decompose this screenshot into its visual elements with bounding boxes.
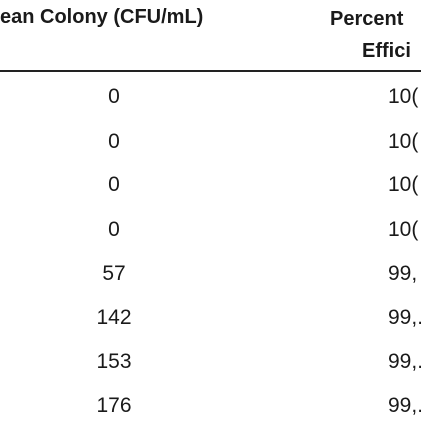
header-efficiency: Effici [362,40,411,62]
table-row-5-colony: 57 [102,262,126,285]
table-row-3-percent: 10( [388,173,419,196]
table-row-6-percent: 99,. [388,306,421,329]
table-row-6-colony: 142 [96,306,132,329]
table-row-2-colony: 0 [108,130,120,153]
table-row-1-colony: 0 [108,85,120,108]
table-row-7-percent: 99,. [388,350,421,373]
table-row-8-percent: 99,. [388,394,421,417]
header-mean-colony: ean Colony (CFU/mL) [0,6,204,28]
table-row-7-colony: 153 [96,350,132,373]
header-rule [0,70,421,72]
header-percent: Percent [330,8,404,30]
table-row-4-percent: 10( [388,218,419,241]
table-row-1-percent: 10( [388,85,419,108]
table-row-8-colony: 176 [96,394,132,417]
table-row-5-percent: 99, [388,262,418,285]
table-row-2-percent: 10( [388,130,419,153]
table-row-4-colony: 0 [108,218,120,241]
table-row-3-colony: 0 [108,173,120,196]
